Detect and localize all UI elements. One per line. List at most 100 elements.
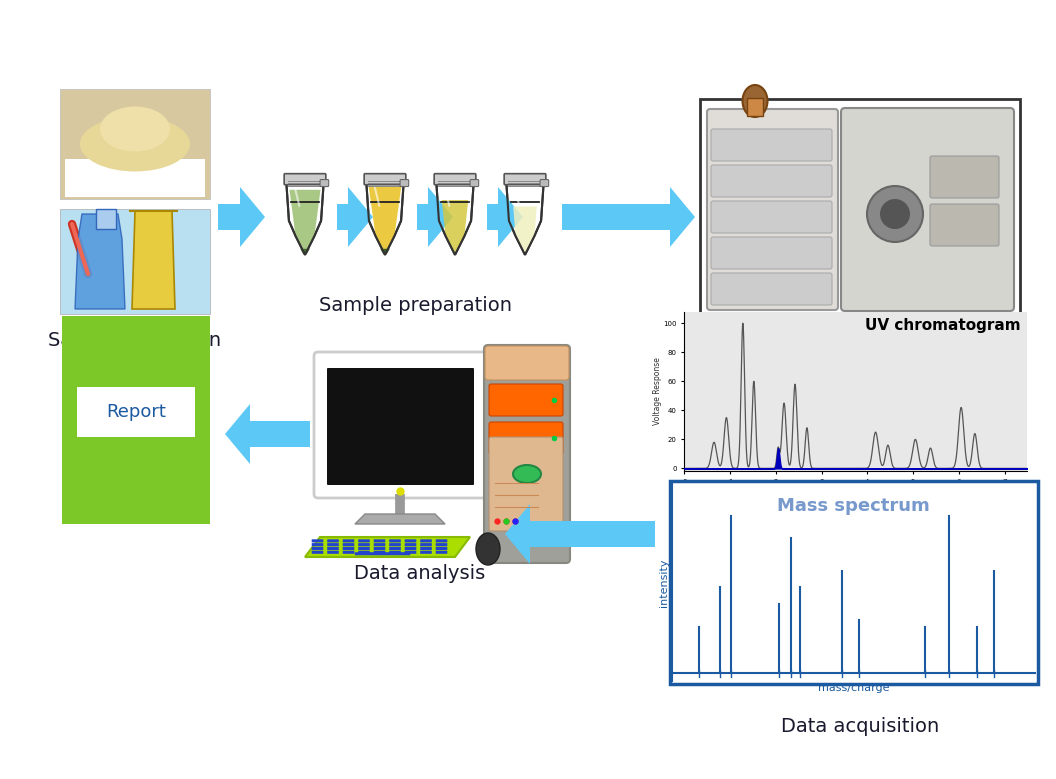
Polygon shape	[487, 187, 523, 247]
Polygon shape	[366, 179, 403, 255]
Polygon shape	[65, 159, 205, 197]
FancyBboxPatch shape	[930, 156, 999, 198]
FancyBboxPatch shape	[420, 547, 432, 550]
FancyBboxPatch shape	[489, 422, 563, 454]
Text: Mass spectrum: Mass spectrum	[777, 497, 930, 515]
FancyBboxPatch shape	[60, 209, 210, 314]
FancyBboxPatch shape	[436, 539, 448, 542]
FancyBboxPatch shape	[358, 543, 370, 546]
FancyBboxPatch shape	[841, 108, 1014, 311]
Circle shape	[880, 199, 910, 229]
Polygon shape	[505, 504, 655, 564]
FancyBboxPatch shape	[96, 209, 116, 229]
Text: Report: Report	[106, 403, 166, 421]
FancyBboxPatch shape	[708, 109, 838, 310]
FancyBboxPatch shape	[711, 165, 832, 197]
FancyBboxPatch shape	[355, 552, 411, 555]
Polygon shape	[75, 214, 125, 309]
FancyBboxPatch shape	[747, 98, 763, 116]
FancyBboxPatch shape	[284, 174, 326, 185]
Polygon shape	[286, 179, 324, 255]
Polygon shape	[369, 186, 401, 253]
FancyBboxPatch shape	[711, 129, 832, 161]
Polygon shape	[300, 249, 309, 254]
FancyBboxPatch shape	[711, 237, 832, 269]
Polygon shape	[380, 249, 390, 254]
Ellipse shape	[742, 85, 768, 117]
FancyBboxPatch shape	[374, 539, 385, 542]
FancyBboxPatch shape	[504, 174, 546, 185]
FancyBboxPatch shape	[77, 387, 195, 437]
FancyBboxPatch shape	[314, 352, 487, 498]
FancyBboxPatch shape	[358, 547, 370, 550]
FancyBboxPatch shape	[374, 547, 385, 550]
FancyBboxPatch shape	[420, 543, 432, 546]
Y-axis label: Voltage Response: Voltage Response	[653, 358, 662, 425]
FancyBboxPatch shape	[404, 543, 416, 546]
Polygon shape	[562, 187, 695, 247]
Polygon shape	[506, 179, 544, 255]
FancyBboxPatch shape	[700, 99, 1020, 314]
FancyBboxPatch shape	[436, 551, 448, 554]
FancyBboxPatch shape	[485, 346, 569, 380]
Ellipse shape	[476, 533, 499, 565]
FancyBboxPatch shape	[390, 551, 401, 554]
Polygon shape	[218, 187, 265, 247]
FancyBboxPatch shape	[358, 539, 370, 542]
Text: LC-MS analysis: LC-MS analysis	[787, 329, 932, 348]
Text: Sample preparation: Sample preparation	[319, 296, 511, 315]
FancyBboxPatch shape	[434, 174, 476, 185]
FancyBboxPatch shape	[711, 201, 832, 233]
FancyBboxPatch shape	[327, 368, 474, 485]
FancyBboxPatch shape	[327, 543, 339, 546]
X-axis label: Time: Time	[844, 491, 868, 500]
FancyBboxPatch shape	[60, 89, 210, 199]
Text: Data analysis: Data analysis	[355, 564, 486, 583]
FancyBboxPatch shape	[374, 551, 385, 554]
FancyBboxPatch shape	[358, 551, 370, 554]
FancyBboxPatch shape	[327, 551, 339, 554]
Ellipse shape	[100, 107, 170, 151]
FancyBboxPatch shape	[400, 180, 409, 186]
FancyBboxPatch shape	[489, 437, 563, 531]
FancyBboxPatch shape	[390, 539, 401, 542]
FancyBboxPatch shape	[489, 384, 563, 416]
FancyBboxPatch shape	[312, 543, 323, 546]
FancyBboxPatch shape	[312, 547, 323, 550]
FancyBboxPatch shape	[374, 543, 385, 546]
Ellipse shape	[80, 117, 190, 171]
Polygon shape	[441, 200, 468, 253]
FancyBboxPatch shape	[343, 547, 355, 550]
FancyBboxPatch shape	[420, 539, 432, 542]
Text: Sample collection: Sample collection	[49, 331, 222, 350]
Ellipse shape	[513, 465, 541, 483]
FancyBboxPatch shape	[62, 316, 210, 524]
FancyBboxPatch shape	[390, 543, 401, 546]
FancyBboxPatch shape	[364, 174, 406, 185]
Polygon shape	[417, 187, 453, 247]
FancyBboxPatch shape	[436, 543, 448, 546]
FancyBboxPatch shape	[404, 551, 416, 554]
Text: Data acquisition: Data acquisition	[780, 717, 939, 736]
FancyBboxPatch shape	[711, 273, 832, 305]
Y-axis label: intensity: intensity	[659, 558, 668, 607]
Text: UV chromatogram: UV chromatogram	[865, 318, 1020, 333]
Polygon shape	[355, 514, 445, 524]
Polygon shape	[289, 190, 321, 253]
Circle shape	[867, 186, 923, 242]
X-axis label: mass/charge: mass/charge	[818, 683, 889, 693]
FancyBboxPatch shape	[312, 539, 323, 542]
FancyBboxPatch shape	[404, 547, 416, 550]
Polygon shape	[830, 314, 890, 379]
FancyBboxPatch shape	[343, 551, 355, 554]
Polygon shape	[337, 187, 373, 247]
FancyBboxPatch shape	[436, 547, 448, 550]
FancyBboxPatch shape	[320, 180, 328, 186]
FancyBboxPatch shape	[312, 551, 323, 554]
FancyBboxPatch shape	[404, 539, 416, 542]
Polygon shape	[132, 211, 175, 309]
Polygon shape	[436, 179, 474, 255]
FancyBboxPatch shape	[470, 180, 478, 186]
FancyBboxPatch shape	[484, 345, 570, 563]
FancyBboxPatch shape	[930, 204, 999, 246]
